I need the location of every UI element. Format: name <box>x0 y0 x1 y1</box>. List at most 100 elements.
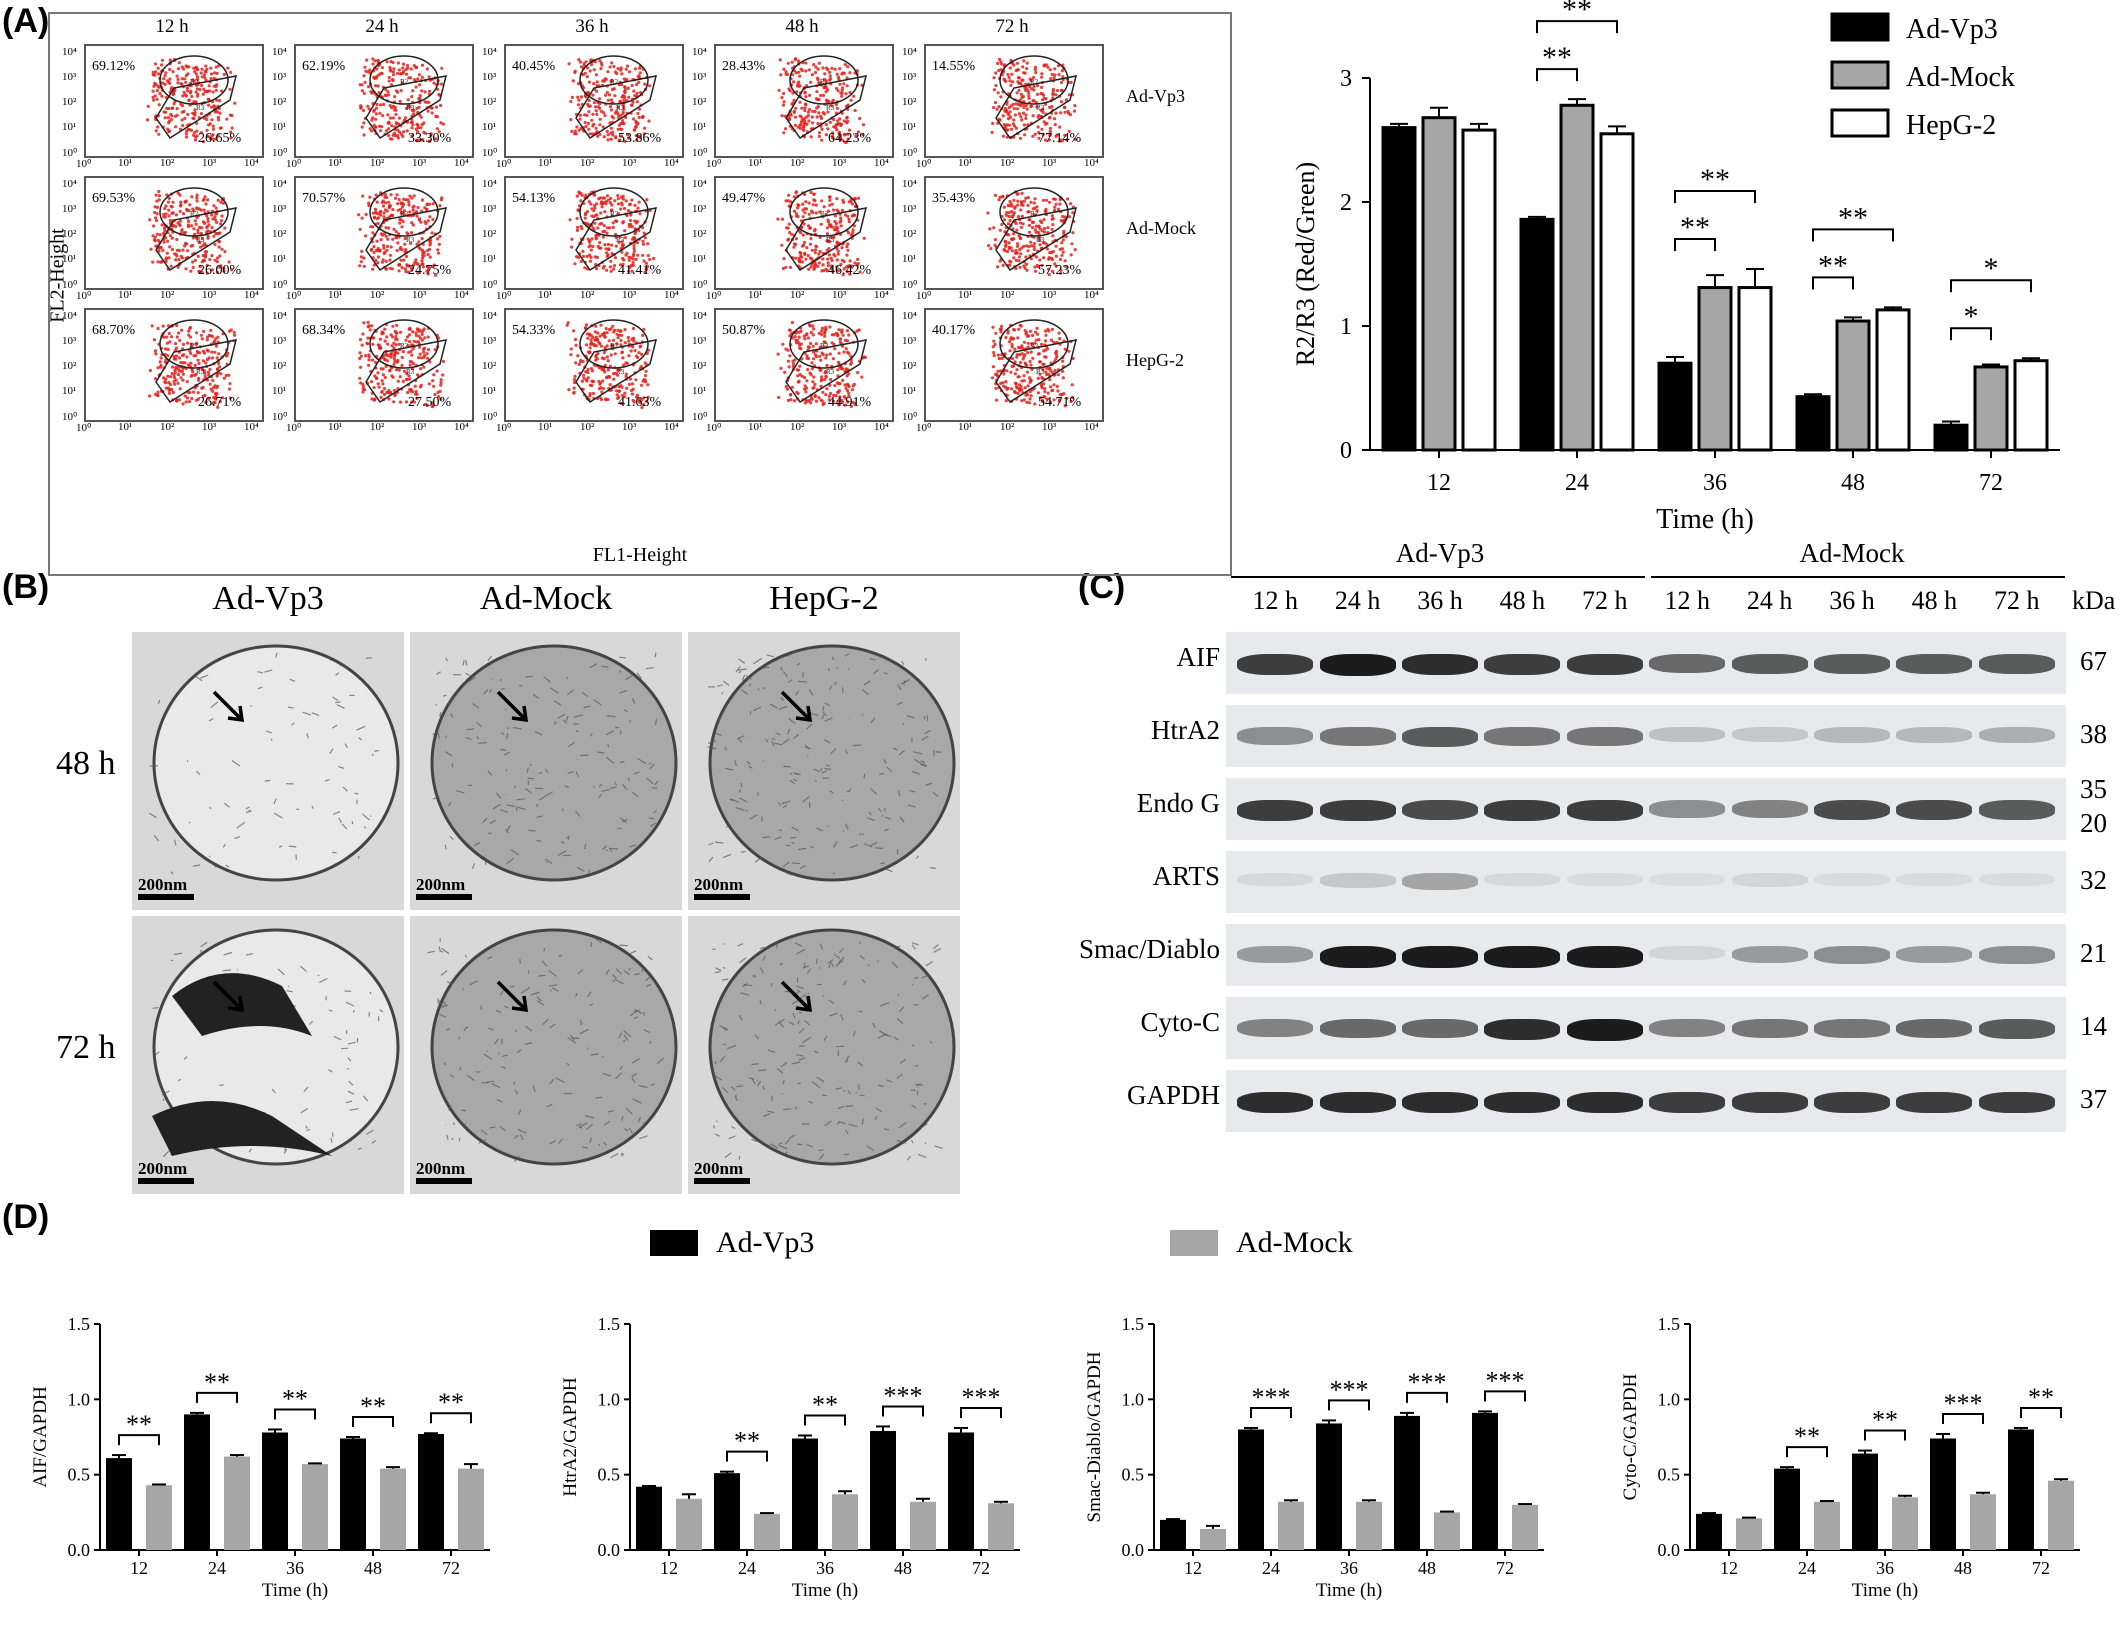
facs-event-dot <box>202 330 205 333</box>
facs-event-dot <box>361 89 364 92</box>
facs-event-dot <box>992 226 995 229</box>
facs-event-dot <box>605 247 608 250</box>
facs-event-dot <box>1027 196 1030 199</box>
facs-event-dot <box>802 215 805 218</box>
facs-event-dot <box>422 366 425 369</box>
cristae-stroke <box>649 818 655 819</box>
facs-event-dot <box>616 67 619 70</box>
facs-event-dot <box>586 222 589 225</box>
facs-event-dot <box>829 77 832 80</box>
facs-event-dot <box>1010 387 1013 390</box>
cristae-stroke <box>265 780 270 781</box>
facs-event-dot <box>996 62 999 65</box>
facs-event-dot <box>806 368 809 371</box>
facs-event-dot <box>594 236 597 239</box>
facs-event-dot <box>152 73 155 76</box>
facs-event-dot <box>195 196 198 199</box>
facs-event-dot <box>192 67 195 70</box>
legend-label: Ad-Mock <box>1906 62 2015 93</box>
facs-event-dot <box>376 261 379 264</box>
facs-event-dot <box>396 241 399 244</box>
facs-event-dot <box>805 116 808 119</box>
facs-event-dot <box>157 67 160 70</box>
facs-y-tick: 10² <box>272 360 286 372</box>
facs-event-dot <box>1026 204 1029 207</box>
facs-event-dot <box>1060 254 1063 257</box>
facs-event-dot <box>375 240 378 243</box>
facs-event-dot <box>398 269 401 272</box>
tem-micrograph: 200nm <box>132 632 404 910</box>
facs-event-dot <box>389 137 392 140</box>
facs-x-tick: 10³ <box>412 157 426 169</box>
facs-gate-r2-label: R2 <box>610 78 619 86</box>
facs-event-dot <box>826 226 829 229</box>
facs-event-dot <box>607 138 610 141</box>
facs-event-dot <box>379 249 382 252</box>
facs-event-dot <box>194 259 197 262</box>
facs-event-dot <box>785 226 788 229</box>
facs-event-dot <box>603 265 606 268</box>
facs-y-tick: 10⁴ <box>902 178 917 190</box>
facs-event-dot <box>997 354 1000 357</box>
facs-event-dot <box>615 389 618 392</box>
facs-event-dot <box>622 99 625 102</box>
facs-lower-percent: 64.23% <box>828 131 872 146</box>
facs-event-dot <box>1006 73 1009 76</box>
scale-bar <box>138 1178 194 1184</box>
facs-event-dot <box>1029 330 1032 333</box>
facs-event-dot <box>818 98 821 101</box>
facs-event-dot <box>154 205 157 208</box>
facs-event-dot <box>404 267 407 270</box>
facs-event-dot <box>169 234 172 237</box>
facs-lower-percent: 53.86% <box>618 131 662 146</box>
facs-event-dot <box>1002 372 1005 375</box>
facs-event-dot <box>184 242 187 245</box>
facs-event-dot <box>211 379 214 382</box>
facs-event-dot <box>1048 251 1051 254</box>
facs-event-dot <box>174 258 177 261</box>
cristae-stroke <box>369 1012 370 1016</box>
facs-event-dot <box>427 110 430 113</box>
facs-event-dot <box>402 380 405 383</box>
facs-event-dot <box>1059 111 1062 114</box>
facs-event-dot <box>154 216 157 219</box>
facs-event-dot <box>636 356 639 359</box>
facs-event-dot <box>804 69 807 72</box>
facs-event-dot <box>401 248 404 251</box>
facs-event-dot <box>1028 218 1031 221</box>
facs-event-dot <box>835 197 838 200</box>
facs-event-dot <box>600 368 603 371</box>
facs-event-dot <box>820 117 823 120</box>
facs-event-dot <box>817 111 820 114</box>
facs-event-dot <box>365 59 368 62</box>
facs-event-dot <box>823 205 826 208</box>
facs-y-tick: 10² <box>692 228 706 240</box>
facs-event-dot <box>358 377 361 380</box>
facs-event-dot <box>829 352 832 355</box>
facs-event-dot <box>586 337 589 340</box>
facs-event-dot <box>1057 73 1060 76</box>
facs-event-dot <box>201 75 204 78</box>
facs-event-dot <box>362 321 365 324</box>
facs-gate-r2-label: R2 <box>400 210 409 218</box>
facs-event-dot <box>393 108 396 111</box>
facs-upper-percent: 50.87% <box>722 323 766 338</box>
cristae-stroke <box>763 761 764 762</box>
facs-event-dot <box>1012 199 1015 202</box>
facs-event-dot <box>380 125 383 128</box>
facs-event-dot <box>1051 228 1054 231</box>
facs-y-tick: 10⁴ <box>482 310 497 322</box>
facs-y-tick: 10³ <box>902 203 916 215</box>
scale-bar-label: 200nm <box>138 875 187 894</box>
facs-event-dot <box>606 194 609 197</box>
facs-event-dot <box>818 135 821 138</box>
facs-event-dot <box>168 130 171 133</box>
facs-event-dot <box>372 110 375 113</box>
facs-event-dot <box>210 226 213 229</box>
facs-event-dot <box>1025 401 1028 404</box>
facs-upper-percent: 54.13% <box>512 191 556 206</box>
facs-event-dot <box>368 68 371 71</box>
facs-event-dot <box>382 367 385 370</box>
x-tick-label: 36 <box>1703 470 1727 496</box>
facs-event-dot <box>197 391 200 394</box>
